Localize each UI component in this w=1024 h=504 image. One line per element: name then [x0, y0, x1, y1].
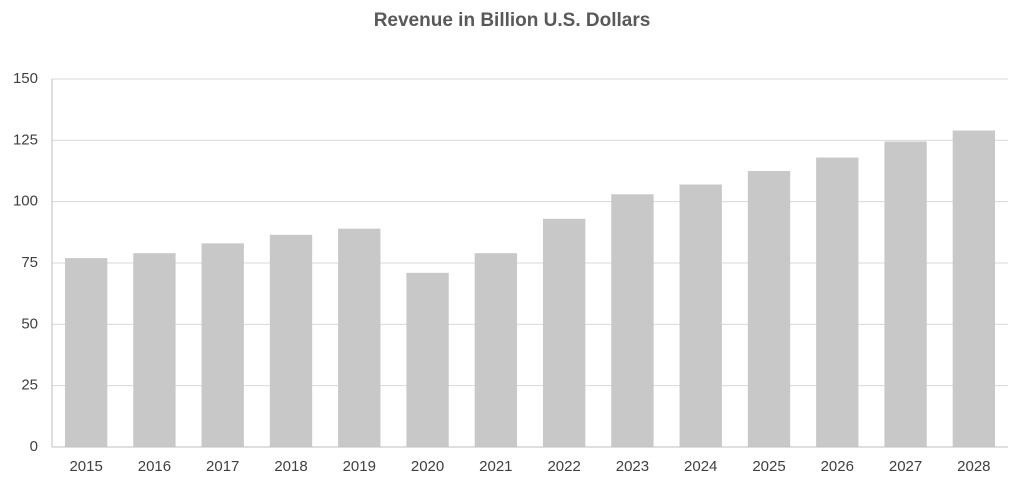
x-tick-label: 2018: [274, 458, 307, 475]
y-tick-label: 50: [21, 315, 38, 332]
y-tick-label: 125: [13, 131, 38, 148]
x-tick-label: 2026: [821, 458, 854, 475]
x-tick-label: 2025: [752, 458, 785, 475]
x-tick-label: 2021: [479, 458, 512, 475]
bar: [133, 253, 176, 447]
x-tick-label: 2015: [69, 458, 102, 475]
x-tick-label: 2028: [957, 458, 990, 475]
bar: [201, 243, 244, 447]
x-tick-label: 2019: [343, 458, 376, 475]
bar: [338, 228, 381, 447]
bar: [611, 194, 654, 447]
x-tick-label: 2017: [206, 458, 239, 475]
x-tick-label: 2022: [547, 458, 580, 475]
y-tick-label: 0: [30, 438, 38, 455]
chart-title: Revenue in Billion U.S. Dollars: [374, 10, 651, 31]
bar: [269, 234, 313, 447]
bar: [474, 253, 518, 447]
bar: [884, 141, 927, 447]
bar: [542, 218, 586, 447]
x-tick-label: 2020: [411, 458, 444, 475]
y-tick-label: 25: [21, 377, 38, 394]
bar: [64, 258, 108, 447]
bar: [747, 171, 791, 447]
bar: [679, 184, 722, 447]
bar: [816, 157, 859, 448]
x-tick-label: 2027: [889, 458, 922, 475]
x-tick-label: 2016: [138, 458, 171, 475]
x-tick-label: 2024: [684, 458, 717, 475]
bar: [406, 272, 449, 447]
y-tick-label: 100: [13, 193, 38, 210]
y-tick-label: 150: [13, 70, 38, 87]
bar: [952, 130, 996, 447]
x-tick-label: 2023: [616, 458, 649, 475]
y-tick-label: 75: [21, 254, 38, 271]
